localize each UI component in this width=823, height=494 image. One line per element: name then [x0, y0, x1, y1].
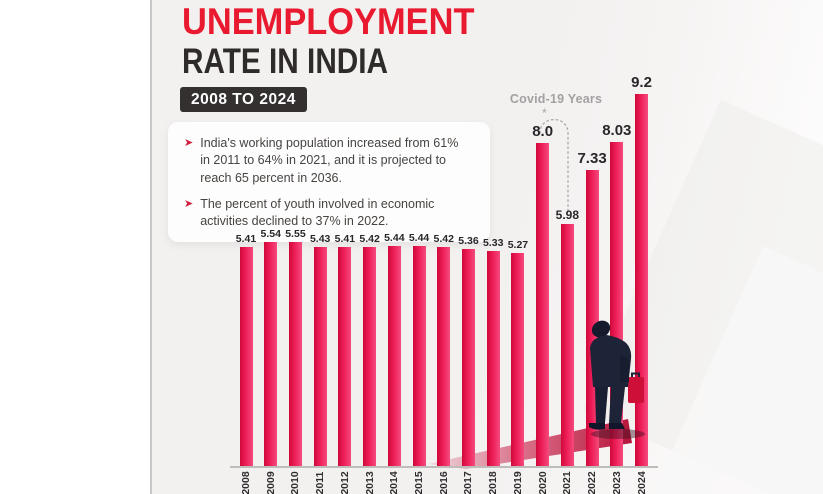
covid-years-label: Covid-19 Years [509, 92, 603, 106]
bar-2015 [412, 246, 426, 466]
x-tick-2023: 2023 [610, 471, 623, 494]
x-tick-2017: 2017 [462, 471, 475, 494]
bar-2009 [264, 242, 278, 466]
bar-2017 [461, 249, 475, 466]
fact-item: ➤ The percent of youth involved in econo… [184, 196, 472, 231]
facts-card: ➤ India's working population increased f… [168, 122, 490, 243]
bar-2016 [437, 247, 451, 466]
x-tick-2016: 2016 [437, 471, 450, 494]
bar-2008 [239, 247, 253, 466]
x-axis-line [230, 466, 658, 468]
bar-value-2017: 5.36 [458, 235, 479, 247]
x-tick-2012: 2012 [338, 471, 351, 494]
x-tick-2024: 2024 [635, 471, 648, 494]
x-tick-2011: 2011 [314, 471, 327, 494]
bar-2019 [511, 253, 525, 466]
x-tick-2018: 2018 [487, 471, 500, 494]
bar-value-2010: 5.55 [285, 228, 306, 240]
period-badge: 2008 TO 2024 [180, 87, 307, 112]
title-line-1: UNEMPLOYMENT [182, 1, 475, 42]
x-tick-2009: 2009 [264, 471, 277, 494]
bar-2014 [387, 246, 401, 466]
left-divider-line [150, 0, 152, 494]
fact-text: The percent of youth involved in economi… [200, 196, 435, 228]
man-head [591, 320, 611, 338]
bar-value-2008: 5.41 [235, 233, 257, 245]
bar-2018 [486, 251, 500, 466]
man-shoe-left [589, 423, 605, 430]
shadow-wedge [428, 419, 632, 469]
x-tick-2021: 2021 [561, 471, 574, 494]
bar-2021 [560, 224, 574, 466]
x-tick-2014: 2014 [388, 471, 401, 494]
fact-item: ➤ India's working population increased f… [184, 135, 472, 187]
bar-2011 [313, 247, 327, 466]
bar-value-2016: 5.42 [433, 233, 454, 245]
man-arm [620, 354, 629, 382]
x-tick-2015: 2015 [413, 471, 426, 494]
bar-value-2015: 5.44 [408, 232, 430, 244]
fact-text: India's working population increased fro… [200, 136, 459, 185]
bullet-arrow-icon: ➤ [184, 137, 194, 149]
bar-value-2013: 5.42 [359, 233, 380, 245]
x-tick-2008: 2008 [240, 471, 252, 494]
covid-bracket-dotted-line: * [539, 106, 569, 212]
bar-value-2020: 8.0 [532, 123, 554, 140]
bar-value-2012: 5.41 [334, 233, 356, 245]
annotation-asterisk: * [542, 106, 547, 120]
x-tick-2020: 2020 [536, 471, 549, 494]
bar-value-2018: 5.33 [482, 237, 504, 249]
bullet-arrow-icon: ➤ [184, 197, 194, 210]
bar-2012 [338, 247, 352, 466]
man-shoe-right [609, 423, 625, 429]
bar-value-2009: 5.54 [260, 228, 281, 240]
man-leg-right [609, 387, 625, 423]
x-tick-2022: 2022 [586, 471, 599, 494]
bar-2020 [536, 143, 550, 466]
bar-value-2014: 5.44 [384, 232, 405, 244]
briefcase-handle [631, 372, 640, 377]
x-tick-2013: 2013 [363, 471, 376, 494]
bar-2013 [363, 247, 377, 466]
briefcase-icon [628, 377, 644, 403]
man-leg-left [595, 387, 608, 423]
bar-value-2023: 8.03 [602, 122, 632, 139]
bar-2010 [288, 242, 302, 466]
x-tick-2019: 2019 [511, 471, 524, 494]
bar-value-2019: 5.27 [507, 239, 529, 251]
x-tick-2010: 2010 [289, 471, 302, 494]
bar-value-2011: 5.43 [309, 233, 331, 245]
bar-value-2021: 5.98 [555, 208, 580, 222]
bar-value-2022: 7.33 [577, 150, 607, 167]
bar-value-2024: 9.2 [631, 74, 652, 91]
man-ground-shadow [591, 429, 645, 439]
man-silhouette [589, 320, 645, 439]
title-line-2: RATE IN INDIA [182, 42, 389, 81]
